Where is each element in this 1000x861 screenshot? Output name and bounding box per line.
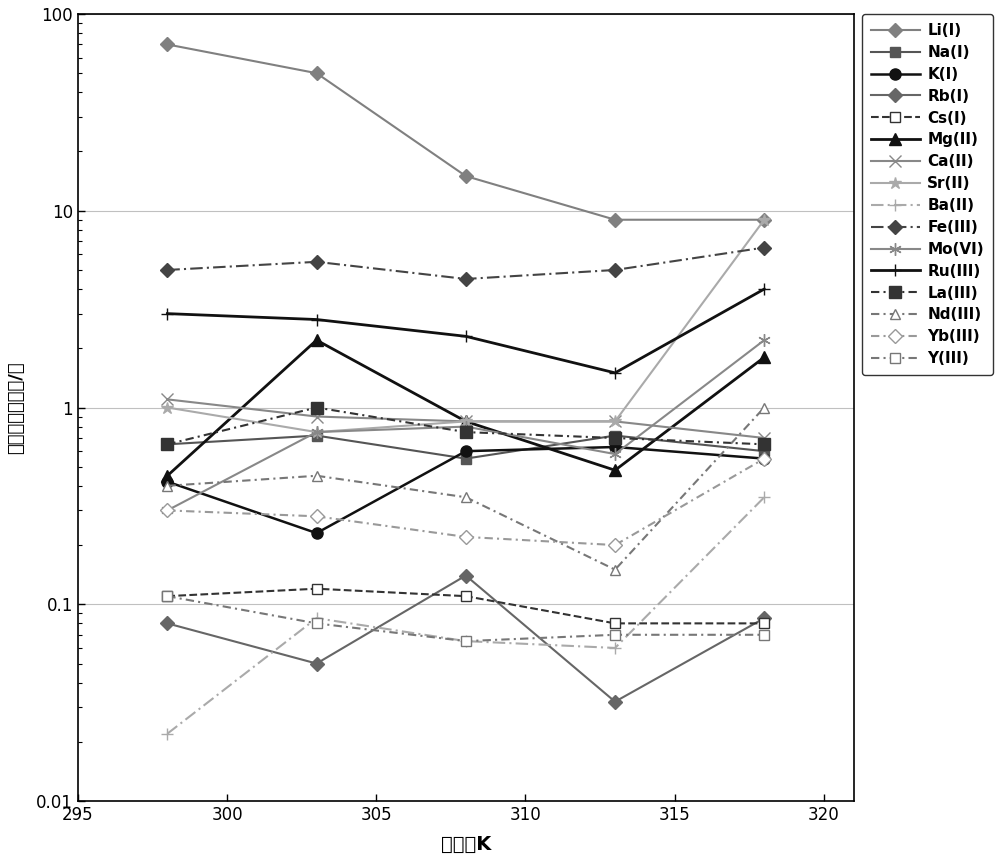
K(I) [609, 442, 621, 452]
Ru(III) [311, 314, 323, 325]
Ca(II) [161, 394, 173, 405]
La(III) [609, 433, 621, 443]
Na(I) [161, 439, 173, 449]
Yb(III) [161, 505, 173, 516]
Line: Sr(II): Sr(II) [161, 214, 771, 438]
Ba(II) [460, 636, 472, 647]
Y(III) [311, 618, 323, 629]
Ru(III) [609, 368, 621, 378]
Nd(III) [161, 480, 173, 491]
Cs(I) [758, 618, 770, 629]
Sr(II) [460, 416, 472, 426]
Sr(II) [161, 402, 173, 412]
Ru(III) [758, 284, 770, 294]
Na(I) [609, 430, 621, 441]
Sr(II) [758, 214, 770, 225]
Rb(I) [758, 613, 770, 623]
Line: Ca(II): Ca(II) [162, 393, 770, 443]
La(III) [758, 439, 770, 449]
Line: Nd(III): Nd(III) [162, 403, 769, 574]
Yb(III) [758, 454, 770, 464]
Line: Li(I): Li(I) [162, 40, 769, 225]
Line: Ba(II): Ba(II) [162, 492, 770, 740]
Li(I) [311, 68, 323, 78]
Cs(I) [609, 618, 621, 629]
Line: Ru(III): Ru(III) [161, 282, 771, 379]
Y(III) [161, 591, 173, 601]
Mg(II) [161, 471, 173, 481]
Line: Rb(I): Rb(I) [162, 571, 769, 707]
Ca(II) [460, 416, 472, 426]
K(I) [460, 446, 472, 456]
Ca(II) [311, 412, 323, 422]
Li(I) [460, 171, 472, 182]
La(III) [311, 402, 323, 412]
Mo(VI) [460, 421, 472, 431]
Mg(II) [609, 465, 621, 475]
La(III) [460, 427, 472, 437]
Nd(III) [609, 565, 621, 575]
Nd(III) [311, 471, 323, 481]
Sr(II) [311, 427, 323, 437]
Line: Mg(II): Mg(II) [162, 335, 770, 481]
Mg(II) [460, 416, 472, 426]
Na(I) [311, 430, 323, 441]
Ba(II) [311, 613, 323, 623]
Y-axis label: 分配系数，毫升/克: 分配系数，毫升/克 [7, 362, 25, 454]
Mo(VI) [311, 427, 323, 437]
Mo(VI) [758, 335, 770, 345]
Yb(III) [609, 540, 621, 550]
Mo(VI) [161, 505, 173, 516]
Ru(III) [460, 331, 472, 342]
Rb(I) [311, 659, 323, 669]
Y(III) [758, 629, 770, 640]
Li(I) [161, 40, 173, 50]
Ca(II) [758, 433, 770, 443]
X-axis label: 温度，K: 温度，K [441, 835, 491, 854]
Rb(I) [161, 618, 173, 629]
Sr(II) [609, 416, 621, 426]
Mo(VI) [609, 449, 621, 459]
Fe(III) [311, 257, 323, 267]
La(III) [161, 439, 173, 449]
Ru(III) [161, 308, 173, 319]
Nd(III) [758, 402, 770, 412]
Li(I) [758, 214, 770, 225]
Na(I) [758, 446, 770, 456]
Line: La(III): La(III) [162, 402, 770, 450]
Li(I) [609, 214, 621, 225]
Cs(I) [460, 591, 472, 601]
Cs(I) [311, 584, 323, 594]
Line: Cs(I): Cs(I) [162, 584, 769, 629]
Rb(I) [460, 570, 472, 580]
Line: Mo(VI): Mo(VI) [161, 334, 771, 517]
Fe(III) [161, 265, 173, 276]
Line: Na(I): Na(I) [162, 430, 769, 463]
Rb(I) [609, 697, 621, 707]
Ba(II) [758, 492, 770, 503]
Ba(II) [161, 728, 173, 739]
Fe(III) [609, 265, 621, 276]
K(I) [758, 454, 770, 464]
Ba(II) [609, 643, 621, 653]
K(I) [311, 528, 323, 538]
Line: Y(III): Y(III) [162, 592, 769, 646]
Y(III) [609, 629, 621, 640]
Fe(III) [460, 274, 472, 284]
Nd(III) [460, 492, 472, 503]
Na(I) [460, 454, 472, 464]
K(I) [161, 476, 173, 486]
Y(III) [460, 636, 472, 647]
Fe(III) [758, 243, 770, 253]
Line: K(I): K(I) [162, 442, 770, 539]
Yb(III) [311, 511, 323, 522]
Mg(II) [311, 335, 323, 345]
Cs(I) [161, 591, 173, 601]
Legend: Li(I), Na(I), K(I), Rb(I), Cs(I), Mg(II), Ca(II), Sr(II), Ba(II), Fe(III), Mo(VI: Li(I), Na(I), K(I), Rb(I), Cs(I), Mg(II)… [862, 14, 993, 375]
Line: Yb(III): Yb(III) [162, 454, 769, 550]
Yb(III) [460, 532, 472, 542]
Line: Fe(III): Fe(III) [162, 243, 769, 284]
Mg(II) [758, 352, 770, 362]
Ca(II) [609, 416, 621, 426]
